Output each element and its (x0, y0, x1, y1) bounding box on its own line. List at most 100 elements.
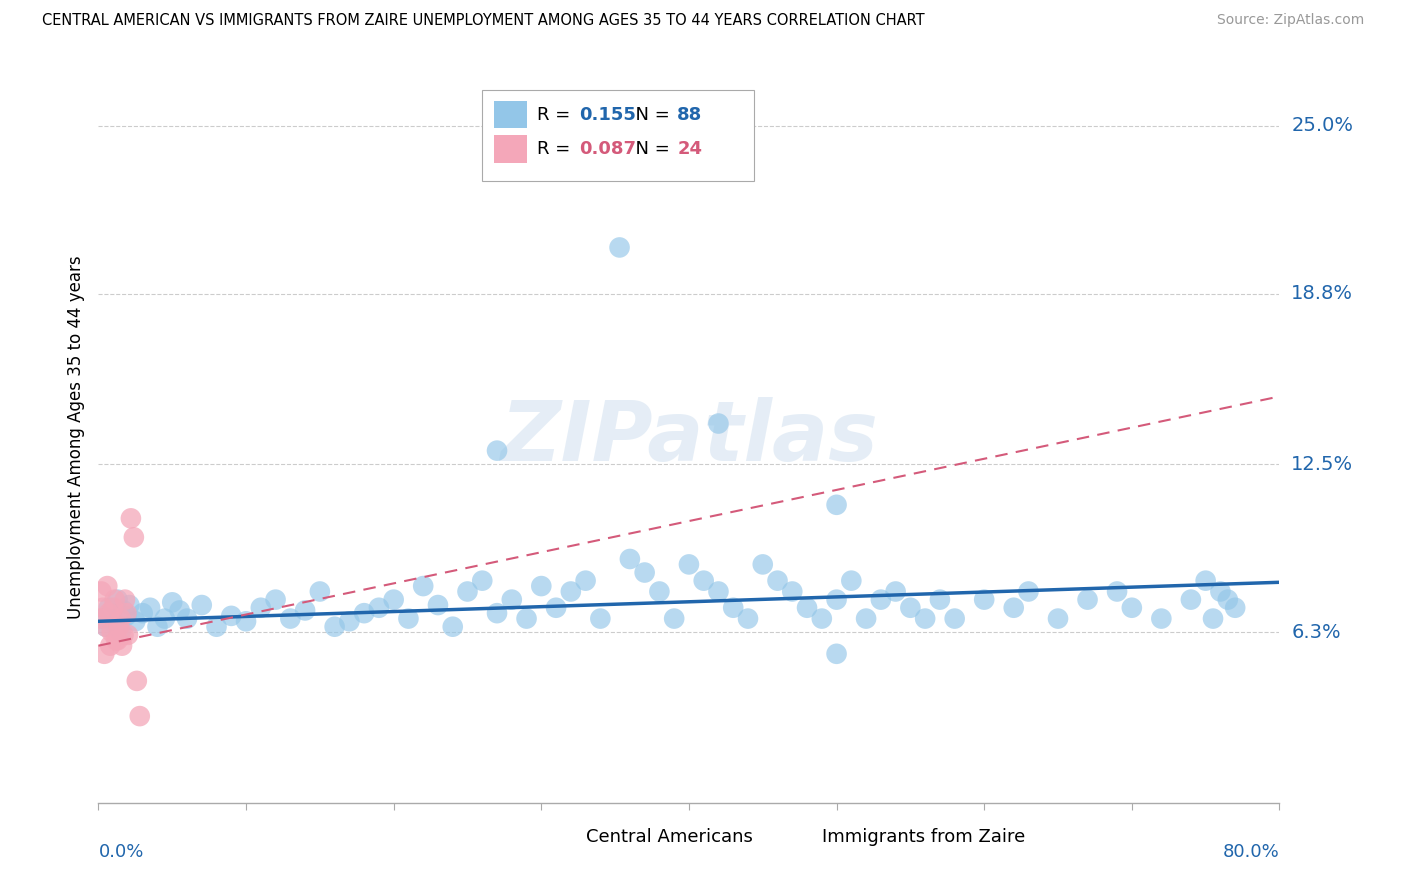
Point (309, 584, 332, 599)
Point (619, 552, 641, 566)
Point (112, 628, 135, 642)
Point (486, 443, 509, 458)
Point (94, 620, 117, 634)
Point (973, 592, 995, 607)
Point (929, 592, 952, 607)
Point (398, 611, 420, 625)
Point (96, 579, 118, 593)
Point (280, 611, 302, 625)
Text: Central Americans: Central Americans (586, 828, 754, 847)
Point (678, 558, 700, 572)
Point (221, 608, 243, 623)
Point (115, 606, 138, 620)
Point (457, 584, 479, 599)
Text: N =: N = (624, 105, 675, 123)
Text: Source: ZipAtlas.com: Source: ZipAtlas.com (1216, 13, 1364, 28)
Point (1018, 584, 1040, 599)
Text: N =: N = (624, 140, 675, 158)
Point (796, 600, 818, 615)
Point (115, 608, 138, 623)
Point (91, 611, 114, 625)
Point (441, 620, 464, 634)
Point (128, 709, 150, 723)
Point (250, 600, 273, 615)
Point (427, 598, 450, 612)
Point (782, 584, 804, 599)
Point (546, 600, 568, 615)
Point (114, 592, 136, 607)
Point (110, 625, 132, 640)
Point (870, 592, 893, 607)
Text: 0.087: 0.087 (579, 140, 636, 158)
Text: 12.5%: 12.5% (1291, 455, 1354, 474)
Point (339, 615, 361, 629)
Point (855, 611, 877, 625)
Point (118, 598, 141, 612)
Point (100, 625, 122, 640)
Point (900, 600, 922, 615)
FancyBboxPatch shape (547, 826, 576, 847)
Point (117, 628, 139, 642)
Point (707, 417, 730, 431)
Point (914, 611, 936, 625)
Point (107, 592, 129, 607)
Point (501, 592, 523, 607)
Point (723, 600, 745, 615)
Point (693, 574, 716, 588)
Text: 0.155: 0.155 (579, 105, 636, 123)
Point (125, 673, 148, 688)
Point (1046, 611, 1070, 625)
Point (132, 606, 155, 620)
Text: R =: R = (537, 105, 575, 123)
Text: 88: 88 (678, 105, 703, 123)
Point (89, 611, 111, 625)
Point (108, 620, 131, 634)
Point (530, 579, 553, 593)
Point (97, 606, 120, 620)
Point (825, 647, 848, 661)
Point (91, 600, 114, 615)
Text: ZIPatlas: ZIPatlas (501, 397, 877, 477)
Point (104, 617, 127, 632)
Point (176, 611, 198, 625)
Text: 18.8%: 18.8% (1291, 284, 1353, 303)
Point (841, 574, 863, 588)
FancyBboxPatch shape (783, 826, 813, 847)
Point (737, 611, 759, 625)
Point (1107, 584, 1129, 599)
Point (120, 511, 142, 525)
Point (235, 615, 257, 629)
Point (124, 615, 146, 629)
Point (97, 600, 120, 615)
Point (1225, 600, 1247, 615)
Point (766, 574, 789, 588)
Point (353, 606, 375, 620)
Point (825, 498, 848, 512)
Point (810, 611, 832, 625)
Point (191, 598, 214, 612)
Text: 24: 24 (678, 140, 702, 158)
Point (169, 603, 191, 617)
Text: 0.0%: 0.0% (98, 843, 143, 861)
Point (264, 592, 287, 607)
Text: R =: R = (537, 140, 575, 158)
Point (648, 584, 671, 599)
Text: 6.3%: 6.3% (1291, 623, 1341, 641)
Point (107, 633, 129, 648)
Text: 25.0%: 25.0% (1291, 116, 1353, 135)
Point (382, 592, 405, 607)
Point (609, 240, 631, 254)
Point (104, 592, 127, 607)
Point (112, 603, 135, 617)
Point (111, 639, 134, 653)
Text: Immigrants from Zaire: Immigrants from Zaire (823, 828, 1025, 847)
FancyBboxPatch shape (494, 101, 527, 128)
Point (1195, 574, 1218, 588)
Y-axis label: Unemployment Among Ages 35 to 44 years: Unemployment Among Ages 35 to 44 years (66, 255, 84, 619)
Point (664, 611, 686, 625)
Point (1150, 611, 1173, 625)
FancyBboxPatch shape (494, 135, 527, 163)
Point (1202, 611, 1225, 625)
Point (825, 592, 848, 607)
Point (1077, 592, 1099, 607)
